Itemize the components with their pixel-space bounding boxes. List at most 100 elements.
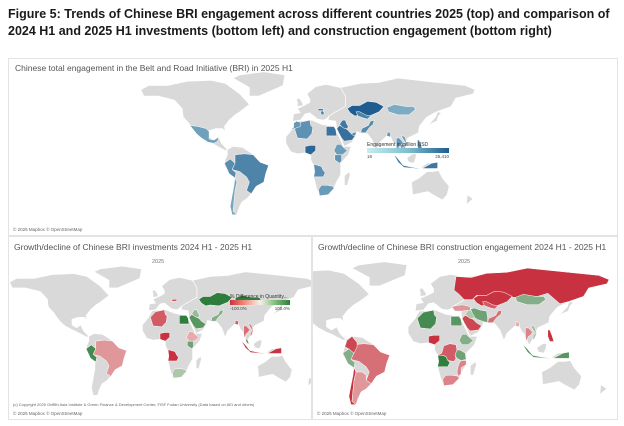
br-country-egypt[interactable]: Egypt: 60 bbox=[450, 316, 463, 327]
top-country-chile[interactable]: Chile: 150 bbox=[229, 177, 238, 215]
top-map-title: Chinese total engagement in the Belt and… bbox=[15, 63, 293, 73]
top-country-mongolia[interactable]: Mongolia: 100 bbox=[386, 104, 416, 116]
bl-legend-gradient bbox=[230, 300, 290, 305]
bl-country-vietnam[interactable]: Vietnam: -40 bbox=[247, 322, 254, 337]
br-country-colombia[interactable]: Colombia: -70 bbox=[344, 335, 358, 354]
br-land-north-america bbox=[313, 269, 370, 341]
top-land-australia bbox=[411, 170, 450, 201]
br-country-vietnam[interactable]: Vietnam: 30 bbox=[529, 324, 537, 340]
br-land-greenland bbox=[351, 261, 408, 287]
br-country-philippines[interactable]: Philippines: -90 bbox=[547, 329, 555, 342]
top-country-peru[interactable]: Peru: 800 bbox=[224, 158, 237, 179]
bl-country-pakistan[interactable]: Pakistan: 40 bbox=[210, 309, 224, 322]
top-land-greenland bbox=[232, 71, 286, 97]
bottom-left-attribution: © 2025 Mapbox © OpenStreetMap bbox=[13, 411, 83, 416]
bottom-left-map[interactable]: Kazakhstan: 100Mongolia: 90Nigeria: -100… bbox=[9, 237, 311, 419]
br-country-bangladesh[interactable]: Bangladesh: -20 bbox=[514, 321, 520, 328]
br-country-algeria[interactable]: Algeria: 70 bbox=[416, 309, 437, 330]
bl-country-angola[interactable]: Angola: -90 bbox=[167, 349, 179, 362]
bl-land-greenland bbox=[93, 265, 142, 289]
bl-country-algeria[interactable]: Algeria: -60 bbox=[150, 309, 168, 328]
top-map-panel: Chinese total engagement in the Belt and… bbox=[8, 58, 618, 236]
br-country-uzbekistan[interactable]: Uzbekistan: -60 bbox=[482, 301, 499, 310]
top-map-legend: Engagement in million USD 18 25,410 bbox=[367, 142, 449, 159]
top-country-kenya[interactable]: Kenya: 500 bbox=[334, 154, 342, 164]
br-country-pakistan[interactable]: Pakistan: -50 bbox=[487, 309, 503, 323]
top-legend-max: 25,410 bbox=[435, 154, 449, 159]
br-land-madagascar bbox=[470, 360, 477, 376]
top-country-ethiopia[interactable]: Ethiopia: 250 bbox=[333, 144, 348, 156]
top-country-iraq[interactable]: Iraq: 3500 bbox=[339, 119, 349, 129]
bl-country-iraq[interactable]: Iraq: 30 bbox=[191, 309, 200, 318]
bottom-right-year-label: 2025 bbox=[458, 259, 471, 265]
br-country-mongolia[interactable]: Mongolia: 40 bbox=[514, 294, 547, 306]
top-country-pakistan[interactable]: Pakistan: 900 bbox=[360, 119, 375, 134]
bl-legend-min: -100.0% bbox=[230, 306, 247, 311]
br-land-japan bbox=[557, 301, 574, 317]
top-country-brazil[interactable]: Brazil: 1500 bbox=[231, 153, 269, 195]
br-country-argentina[interactable]: Argentina: -30 bbox=[351, 371, 372, 406]
top-country-uae[interactable]: UAE: 900 bbox=[350, 131, 357, 137]
bottom-left-legend: % Difference in Quantity... -100.0% 100.… bbox=[230, 294, 290, 311]
bl-country-malaysia[interactable]: Malaysia: 60 bbox=[245, 338, 250, 345]
top-country-bangladesh[interactable]: Bangladesh: 400 bbox=[386, 131, 391, 138]
top-map-attribution: © 2025 Mapbox © OpenStreetMap bbox=[13, 227, 83, 232]
bottom-right-map-title: Growth/decline of Chinese BRI constructi… bbox=[318, 242, 607, 252]
top-country-hungary[interactable]: Hungary: 2500 bbox=[317, 108, 324, 111]
bl-country-nigeria[interactable]: Nigeria: -100 bbox=[159, 332, 170, 342]
top-land-uk bbox=[296, 97, 304, 107]
bottom-left-source-note: (c) Copyright 2025 Griffith Asia Institu… bbox=[13, 402, 255, 407]
bl-country-hungary[interactable]: Hungary: -70 bbox=[171, 299, 178, 302]
top-country-mexico[interactable]: Mexico: 200 bbox=[189, 125, 220, 144]
bl-land-uk bbox=[151, 289, 159, 298]
br-country-brazil[interactable]: Brazil: -50 bbox=[350, 343, 391, 384]
top-map[interactable]: Kazakhstan: 25410Nigeria: 12000Saudi Ara… bbox=[9, 59, 617, 235]
top-country-angola[interactable]: Angola: 700 bbox=[313, 163, 326, 178]
top-country-south-africa[interactable]: South Africa: 300 bbox=[318, 185, 335, 197]
br-country-south-africa[interactable]: South Africa: -40 bbox=[442, 374, 460, 386]
bottom-left-map-panel: Growth/decline of Chinese BRI investment… bbox=[8, 236, 312, 420]
bl-country-thailand[interactable]: Thailand: -50 bbox=[243, 325, 251, 340]
bottom-right-map[interactable]: Russia: -100Mongolia: 40Kazakhstan: -80S… bbox=[313, 237, 617, 419]
br-land-uk bbox=[418, 287, 427, 297]
bottom-left-year-label: 2025 bbox=[152, 259, 165, 265]
br-land-borneo bbox=[536, 343, 548, 354]
top-country-uzbekistan[interactable]: Uzbekistan: 1800 bbox=[355, 111, 371, 120]
bl-country-indonesia[interactable]: Indonesia: -80 bbox=[240, 339, 282, 354]
top-legend-min: 18 bbox=[367, 154, 373, 159]
bl-land-australia bbox=[257, 354, 293, 383]
bl-country-kenya[interactable]: Kenya: 50 bbox=[187, 340, 194, 350]
br-country-mozambique[interactable]: Mozambique: -40 bbox=[456, 360, 467, 377]
bl-country-south-africa[interactable]: South Africa: 20 bbox=[172, 368, 187, 379]
top-land-new-zealand bbox=[463, 194, 474, 208]
bottom-right-map-panel: Growth/decline of Chinese BRI constructi… bbox=[312, 236, 618, 420]
br-country-thailand[interactable]: Thailand: -40 bbox=[525, 327, 533, 343]
bl-land-borneo bbox=[252, 339, 263, 350]
top-country-egypt[interactable]: Egypt: 5000 bbox=[325, 126, 338, 137]
top-country-morocco[interactable]: Morocco: 400 bbox=[289, 120, 301, 130]
br-country-turkey[interactable]: Turkey: -30 bbox=[451, 304, 471, 312]
top-land-madagascar bbox=[344, 171, 351, 186]
bl-country-bangladesh[interactable]: Bangladesh: -60 bbox=[234, 319, 239, 326]
bl-country-brazil[interactable]: Brazil: -30 bbox=[92, 339, 127, 377]
bottom-left-map-title: Growth/decline of Chinese BRI investment… bbox=[14, 242, 253, 252]
bl-country-kazakhstan[interactable]: Kazakhstan: 100 bbox=[198, 292, 233, 307]
br-country-indonesia[interactable]: Indonesia: 60 bbox=[522, 343, 570, 359]
top-country-nigeria[interactable]: Nigeria: 12000 bbox=[304, 145, 316, 156]
bl-land-madagascar bbox=[195, 355, 202, 369]
bl-land-north-america bbox=[9, 273, 110, 338]
bl-country-ethiopia[interactable]: Ethiopia: -20 bbox=[186, 331, 200, 342]
br-country-ethiopia[interactable]: Ethiopia: 40 bbox=[458, 333, 474, 345]
top-country-indonesia[interactable]: Indonesia: 4000 bbox=[393, 153, 438, 169]
br-land-new-zealand bbox=[596, 384, 608, 398]
bottom-right-attribution: © 2025 Mapbox © OpenStreetMap bbox=[317, 411, 387, 416]
top-country-cambodia[interactable]: Cambodia: 200 bbox=[399, 144, 406, 149]
bl-country-peru[interactable]: Peru: 70 bbox=[85, 344, 97, 363]
top-legend-title: Engagement in million USD bbox=[367, 142, 429, 148]
bl-legend-max: 100.0% bbox=[274, 306, 290, 311]
top-land-japan bbox=[426, 111, 442, 127]
br-country-tanzania[interactable]: Tanzania: 50 bbox=[454, 349, 467, 361]
br-land-australia bbox=[541, 360, 582, 391]
bl-country-egypt[interactable]: Egypt: 80 bbox=[179, 315, 190, 325]
br-country-nigeria[interactable]: Nigeria: -90 bbox=[428, 335, 440, 345]
